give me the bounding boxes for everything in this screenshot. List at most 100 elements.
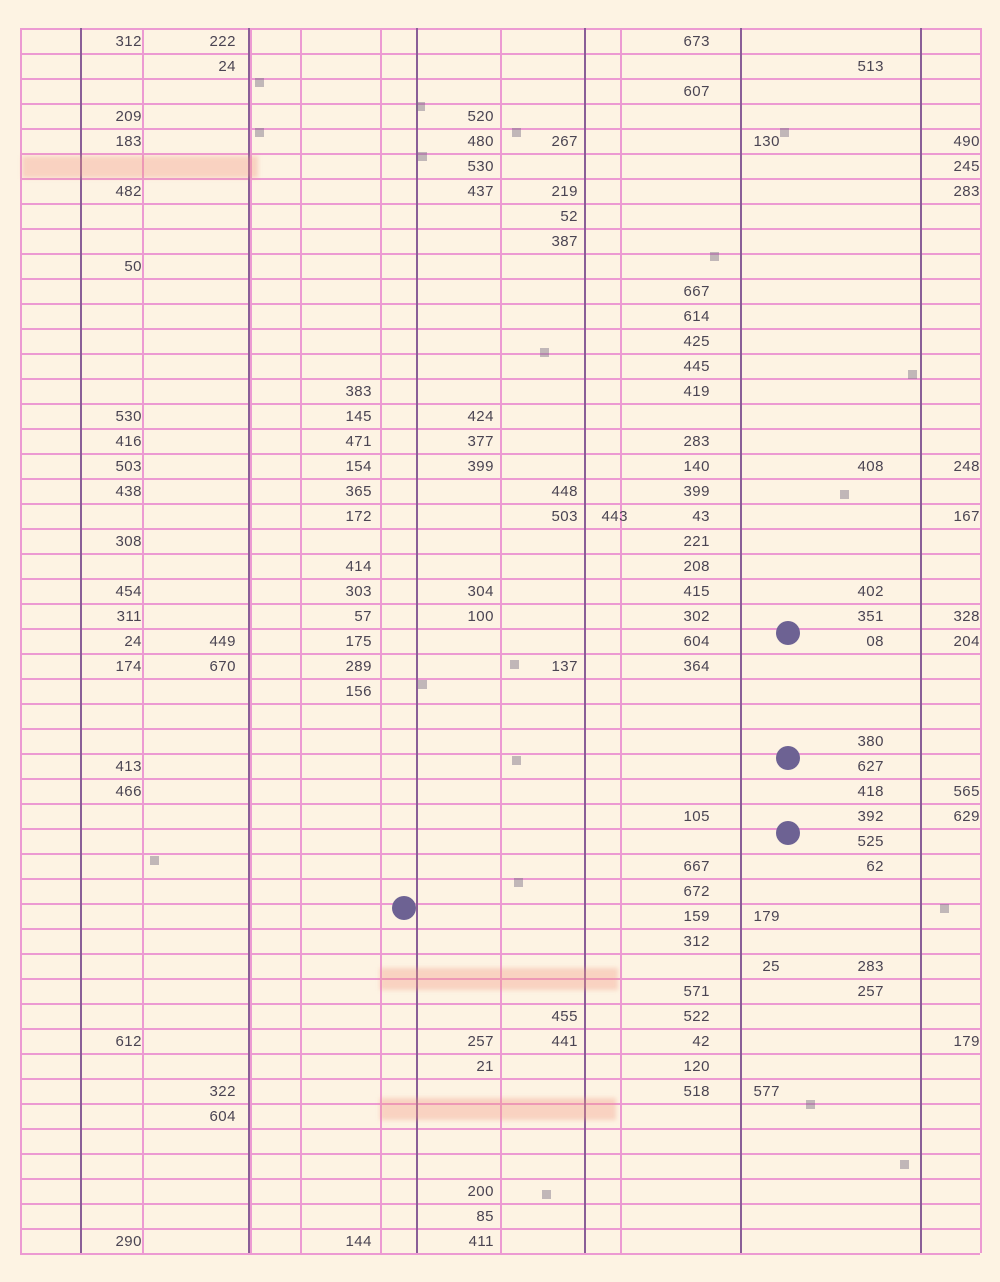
table-cell [140,954,236,979]
table-cell [20,829,74,854]
table-cell [20,1029,74,1054]
table-cell [414,529,494,554]
table-cell [140,279,236,304]
table-cell [790,529,884,554]
table-cell [20,204,74,229]
table-cell [740,579,780,604]
table-cell [250,1079,290,1104]
table-cell [500,779,578,804]
table-cell [20,754,74,779]
table-cell: 267 [551,133,578,150]
ink-speck [510,660,519,669]
table-cell [300,79,372,104]
table-cell [380,279,410,304]
table-cell [80,204,142,229]
grid-column-line [500,28,502,1253]
ink-speck [806,1100,815,1109]
table-cell: 449 [209,633,236,650]
table-cell [920,1179,980,1204]
table-cell [790,29,884,54]
table-cell [20,29,74,54]
table-cell [920,829,980,854]
table-cell: 437 [467,183,494,200]
table-cell [500,279,578,304]
table-cell [740,104,780,129]
table-cell [500,529,578,554]
table-cell [790,1154,884,1179]
table-cell [140,579,236,604]
grid-column-line [250,28,252,1253]
table-cell [414,254,494,279]
table-cell: 221 [683,533,710,550]
table-cell [300,54,372,79]
table-cell [380,29,410,54]
table-cell [790,279,884,304]
table-cell [500,329,578,354]
table-cell: 283 [857,958,884,975]
table-cell [20,379,74,404]
table-cell [80,554,142,579]
table-cell: 673 [683,33,710,50]
table-cell [740,54,780,79]
table-cell [140,729,236,754]
table-cell [20,54,74,79]
table-cell [740,879,780,904]
table-cell [740,179,780,204]
table-cell [500,429,578,454]
table-cell [620,104,710,129]
table-cell: 667 [683,283,710,300]
table-cell: 392 [857,808,884,825]
table-cell [620,1104,710,1129]
table-cell [414,504,494,529]
table-cell [300,254,372,279]
table-cell [250,379,290,404]
table-cell: 57 [354,608,372,625]
table-cell [20,779,74,804]
table-cell [414,1129,494,1154]
table-cell [500,854,578,879]
table-cell [250,1029,290,1054]
table-cell [80,954,142,979]
table-cell [20,979,74,1004]
table-cell [920,354,980,379]
table-cell [80,854,142,879]
table-cell [740,529,780,554]
table-cell [80,879,142,904]
table-cell [414,729,494,754]
table-cell [20,629,74,654]
table-cell: 175 [345,633,372,650]
table-cell [140,429,236,454]
table-cell: 25 [762,958,780,975]
table-cell [300,804,372,829]
table-cell [80,304,142,329]
table-cell [80,729,142,754]
table-cell [20,1179,74,1204]
table-cell [20,679,74,704]
table-cell: 351 [857,608,884,625]
table-cell: 62 [866,858,884,875]
table-cell [300,1104,372,1129]
table-cell [790,679,884,704]
table-cell [80,1204,142,1229]
table-cell [140,879,236,904]
table-cell [620,1129,710,1154]
table-cell [920,1054,980,1079]
table-cell [20,1204,74,1229]
table-cell [414,204,494,229]
table-cell [740,929,780,954]
table-cell [500,729,578,754]
table-cell [920,704,980,729]
table-cell [500,804,578,829]
table-cell [80,229,142,254]
table-cell [80,829,142,854]
table-cell [620,254,710,279]
table-cell [250,529,290,554]
table-cell [790,554,884,579]
table-cell [920,79,980,104]
table-cell [250,654,290,679]
table-cell [250,754,290,779]
table-cell [380,779,410,804]
table-cell: 303 [345,583,372,600]
table-cell [380,104,410,129]
table-cell [790,129,884,154]
